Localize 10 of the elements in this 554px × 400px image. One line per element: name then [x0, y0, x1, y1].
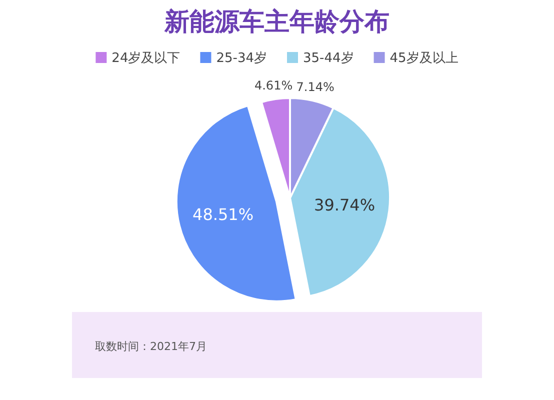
data-label: 4.61% — [254, 78, 293, 92]
legend-label: 45岁及以上 — [390, 51, 458, 66]
data-label: 39.74% — [314, 196, 376, 215]
legend-label: 25-34岁 — [216, 51, 267, 66]
data-label: 48.51% — [192, 205, 254, 224]
data-label: 7.14% — [296, 80, 334, 94]
legend-label: 24岁及以下 — [112, 51, 180, 66]
text: 取数时间：2021年7月 — [95, 340, 207, 353]
chart-title: 新能源车主年龄分布 — [164, 7, 390, 36]
legend-label: 35-44岁 — [303, 51, 354, 66]
